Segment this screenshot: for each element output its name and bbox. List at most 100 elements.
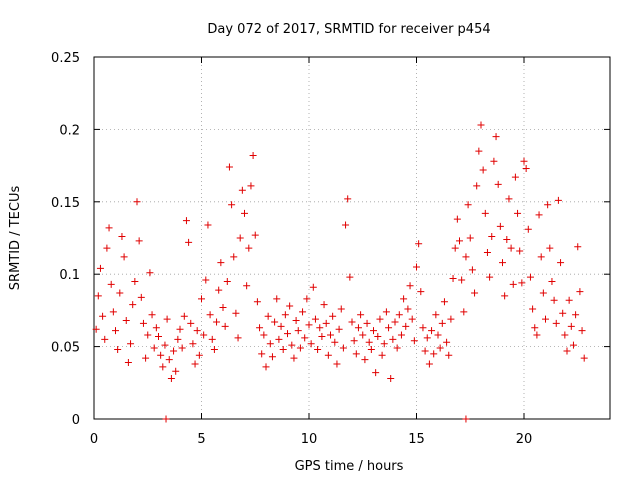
data-point — [109, 308, 117, 316]
data-point — [499, 259, 506, 267]
data-point — [146, 269, 154, 277]
data-point — [200, 331, 208, 339]
data-point — [217, 259, 225, 267]
y-tick-label: 0.2 — [59, 123, 80, 138]
data-point — [152, 324, 160, 332]
data-point — [451, 244, 459, 252]
data-point — [548, 277, 556, 285]
data-point — [247, 182, 255, 190]
data-point — [294, 327, 302, 335]
data-point — [275, 335, 283, 343]
data-point — [458, 276, 466, 284]
data-point — [103, 244, 111, 252]
data-point — [580, 354, 588, 362]
data-point — [421, 347, 429, 355]
data-point — [144, 331, 152, 339]
data-point — [311, 315, 319, 323]
data-point — [198, 295, 205, 303]
data-point — [529, 305, 537, 313]
data-point — [124, 359, 132, 367]
data-point — [107, 280, 115, 288]
data-point — [301, 334, 309, 342]
data-point — [219, 304, 227, 312]
data-point — [445, 351, 453, 359]
data-point — [550, 296, 558, 304]
data-point — [494, 180, 502, 188]
data-point — [210, 345, 218, 353]
data-point — [387, 374, 395, 382]
data-point — [223, 277, 231, 285]
data-point — [256, 324, 264, 332]
data-point — [415, 240, 423, 248]
data-point — [423, 334, 431, 342]
data-point — [299, 308, 307, 316]
data-point — [567, 322, 575, 330]
data-point — [488, 233, 496, 241]
data-point — [327, 331, 334, 339]
data-point — [127, 340, 135, 348]
data-point — [176, 325, 184, 333]
data-point — [419, 324, 427, 332]
data-point — [486, 273, 494, 281]
x-tick-label: 15 — [408, 432, 425, 447]
data-point — [333, 360, 341, 368]
data-point — [574, 243, 582, 251]
data-point — [96, 264, 104, 272]
data-point — [509, 280, 517, 288]
data-point — [350, 337, 358, 345]
data-point — [537, 253, 545, 261]
data-point — [376, 315, 384, 323]
data-point — [544, 201, 552, 209]
data-point — [503, 235, 511, 243]
data-point — [447, 315, 455, 323]
data-point — [365, 338, 373, 346]
data-point — [331, 338, 339, 346]
data-point — [309, 283, 317, 291]
data-point — [542, 315, 549, 323]
data-point — [395, 311, 403, 319]
data-point — [290, 354, 298, 362]
data-point — [473, 182, 481, 190]
data-point — [425, 360, 433, 368]
data-point — [172, 367, 180, 375]
data-point — [406, 282, 414, 290]
data-point — [165, 356, 173, 364]
data-point — [382, 308, 390, 316]
data-point — [352, 350, 360, 358]
data-point — [258, 350, 266, 358]
data-point — [518, 279, 526, 287]
data-point — [348, 318, 356, 326]
data-point — [389, 335, 397, 343]
data-point — [288, 341, 296, 349]
data-points — [92, 121, 588, 423]
data-point — [417, 288, 425, 296]
data-point — [208, 335, 216, 343]
data-point — [185, 238, 193, 246]
y-axis-label: SRMTID / TECUs — [8, 186, 23, 291]
data-point — [215, 286, 223, 294]
data-point — [162, 415, 170, 423]
data-point — [225, 163, 233, 171]
data-point — [114, 345, 122, 353]
data-point — [234, 334, 242, 342]
data-point — [268, 353, 276, 361]
data-point — [260, 331, 268, 339]
data-point — [342, 221, 350, 229]
data-point — [339, 344, 347, 352]
data-point — [133, 198, 141, 206]
data-point — [520, 157, 528, 165]
data-point — [253, 298, 261, 306]
data-point — [483, 248, 491, 256]
y-tick-label: 0.05 — [51, 341, 80, 356]
data-point — [241, 209, 248, 217]
data-point — [137, 293, 145, 301]
data-point — [161, 341, 169, 349]
data-point — [182, 217, 190, 225]
data-point — [279, 345, 287, 353]
data-point — [479, 166, 487, 174]
data-point — [266, 340, 274, 348]
data-point — [539, 289, 547, 297]
data-point — [157, 351, 165, 359]
data-point — [464, 201, 472, 209]
data-point — [449, 275, 457, 283]
